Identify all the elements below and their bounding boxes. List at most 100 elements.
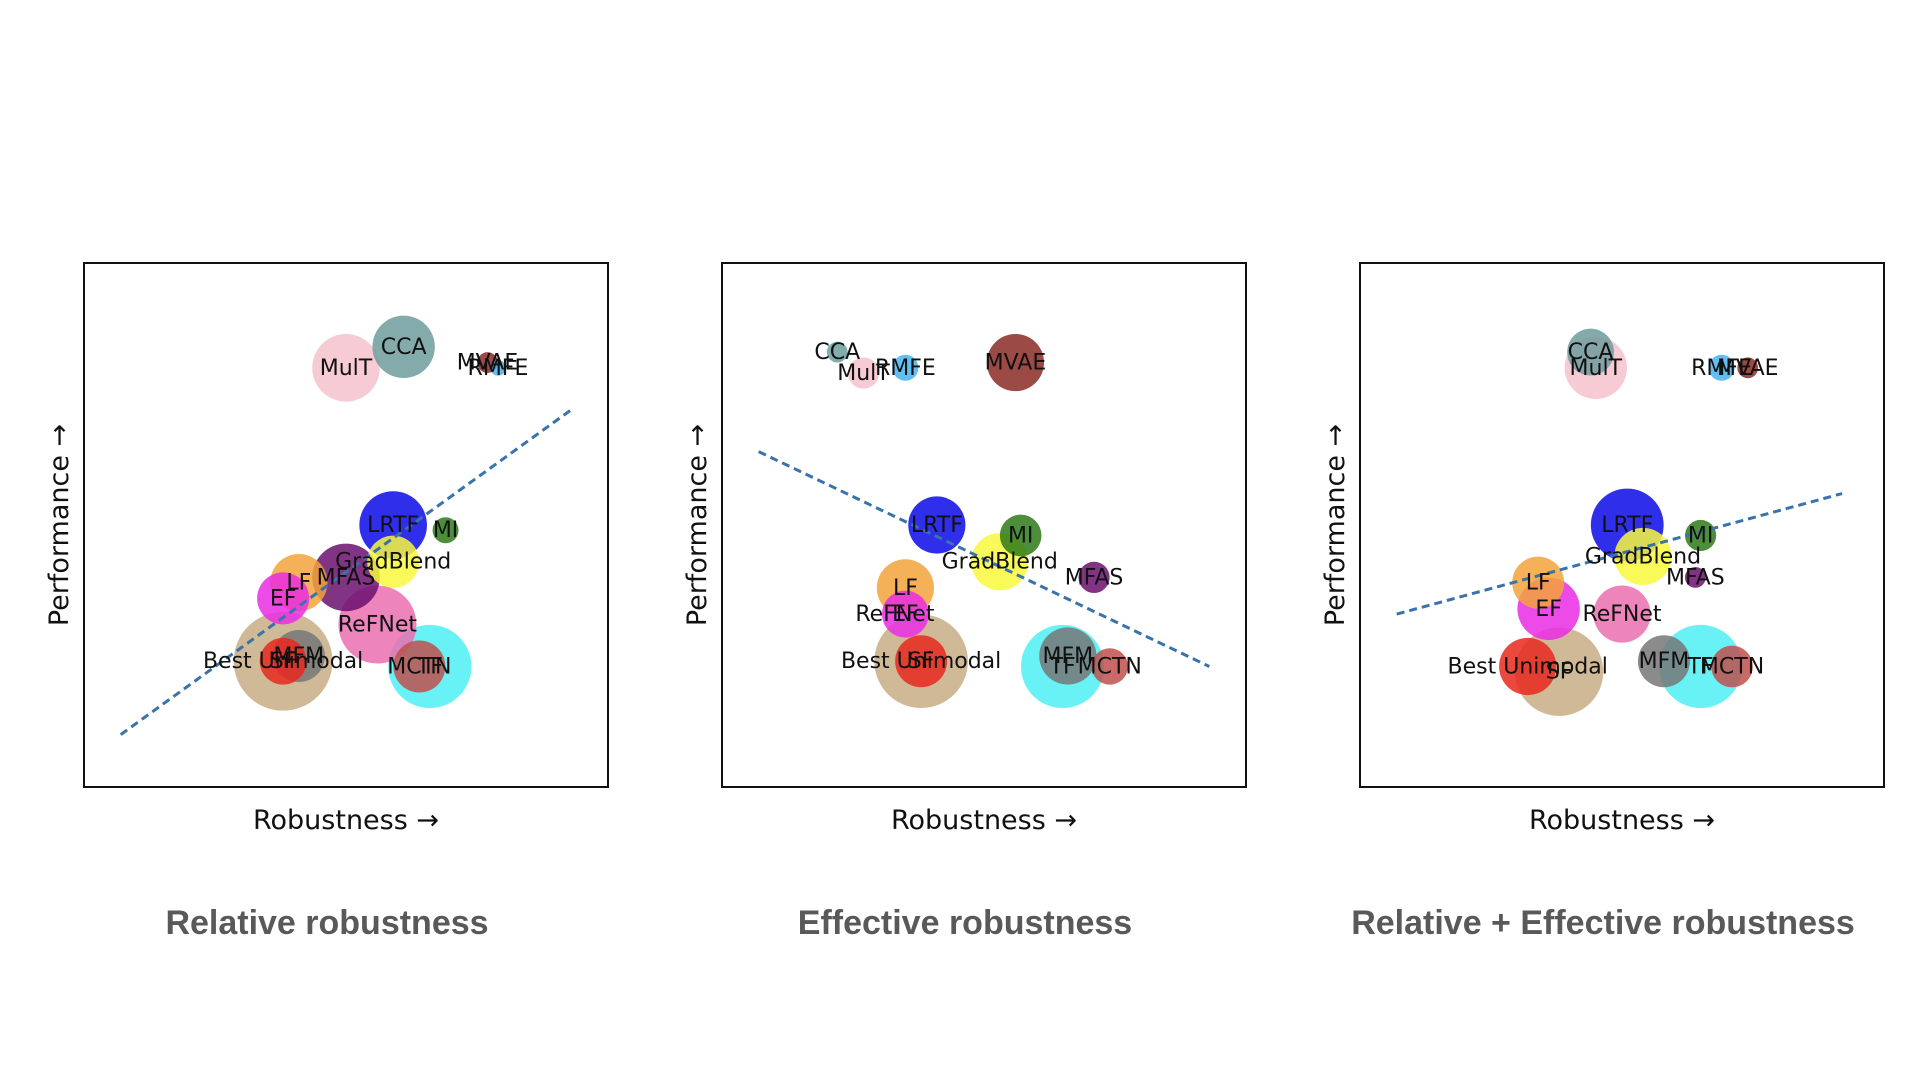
bubble-label-best-unimodal: Best Unimodal xyxy=(1448,654,1608,679)
bubble-label-sf: SF xyxy=(270,649,297,674)
bubble-mfas xyxy=(1078,561,1110,593)
bubble-label-refnet: ReFNet xyxy=(855,602,934,627)
bubble-mctn xyxy=(393,640,446,693)
bubble-label-ef: EF xyxy=(270,586,297,611)
plot-frame xyxy=(83,262,609,788)
x-axis-label: Robustness → xyxy=(253,805,439,836)
bubble-best-unimodal xyxy=(1499,637,1557,696)
bubble-label-mfm: MFM xyxy=(274,644,325,669)
bubble-rmfe xyxy=(892,354,919,381)
bubble-label-best-unimodal: Best Unimodal xyxy=(841,649,1001,674)
bubble-label-mult: MulT xyxy=(837,361,890,386)
bubble-label-lrtf: LRTF xyxy=(367,513,419,538)
bubble-lrtf xyxy=(908,496,966,554)
bubble-mvae xyxy=(1737,357,1759,379)
bubble-lrtf xyxy=(359,491,427,559)
bubble-gradblend xyxy=(1614,527,1672,586)
bubble-best-unimodal xyxy=(895,635,948,688)
bubble-label-refnet: ReFNet xyxy=(1582,602,1661,627)
bubble-label-mult: MulT xyxy=(320,356,373,381)
plot-frame xyxy=(721,262,1247,788)
bubble-rmfe xyxy=(490,360,506,376)
bubble-lf xyxy=(1512,556,1565,609)
bubble-label-mvae: MVAE xyxy=(1717,356,1779,381)
bubble-label-cca: CCA xyxy=(814,340,860,365)
bubble-label-mult: MulT xyxy=(1570,356,1623,381)
plot-frame xyxy=(1359,262,1885,788)
y-axis-label: Performance → xyxy=(44,424,75,626)
bubble-refnet xyxy=(1593,585,1651,643)
caption-relative-effective: Relative + Effective robustness xyxy=(1351,904,1855,942)
bubble-label-mfas: MFAS xyxy=(317,565,376,590)
bubble-label-tf: TF xyxy=(1049,654,1076,679)
bubble-mi xyxy=(1685,519,1717,552)
bubble-label-mfm: MFM xyxy=(1043,644,1094,669)
bubble-label-mctn: MCTN xyxy=(387,654,451,679)
bubble-label-mctn: MCTN xyxy=(1700,654,1764,679)
bubble-ef xyxy=(257,572,310,625)
bubble-label-ef: EF xyxy=(892,602,919,627)
bubble-cca xyxy=(826,341,848,363)
bubble-label-lf: LF xyxy=(893,576,918,601)
bubble-label-gradblend: GradBlend xyxy=(1585,544,1701,569)
bubble-cca xyxy=(372,315,435,379)
bubble-label-sf: SF xyxy=(1546,660,1573,685)
bubble-rmfe xyxy=(1708,354,1735,381)
bubble-label-mvae: MVAE xyxy=(985,351,1047,376)
bubble-label-sf: SF xyxy=(908,649,935,674)
bubble-mvae xyxy=(986,333,1045,392)
trend-line xyxy=(1396,492,1843,616)
bubble-mfas xyxy=(312,543,380,612)
y-axis-label: Performance → xyxy=(682,424,713,626)
bubble-label-rmfe: RMFE xyxy=(875,356,936,381)
bubble-label-lf: LF xyxy=(1526,571,1551,596)
bubble-label-gradblend: GradBlend xyxy=(335,550,451,575)
caption-relative: Relative robustness xyxy=(165,904,489,942)
bubble-label-ef: EF xyxy=(1535,597,1562,622)
bubble-mult xyxy=(312,334,380,402)
bubble-label-cca: CCA xyxy=(381,335,427,360)
chart-panel-relative: Best Unimodal SF MFM MCTN TF ReFNet EF LF MFAS Gr… xyxy=(44,262,609,836)
bubble-mi xyxy=(432,517,459,544)
bubble-label-rmfe: RMFE xyxy=(1691,356,1752,381)
trend-line xyxy=(758,450,1210,668)
bubble-label-refnet: ReFNet xyxy=(338,613,417,638)
bubble-mult xyxy=(847,357,880,389)
y-axis-label: Performance → xyxy=(1320,424,1351,626)
bubble-label-gradblend: GradBlend xyxy=(942,550,1058,575)
chart-panel-effective: Best Unimodal SF EF ReFNet LF LRTF MI GradBlend… xyxy=(682,262,1247,836)
chart-panel-relative-effective: Best Unimodal SF EF LF ReFNet MFM TF MCTN LRTF Gr… xyxy=(1320,262,1885,836)
bubble-label-rmfe: RMFE xyxy=(468,356,529,381)
bubble-label-lrtf: LRTF xyxy=(911,513,963,538)
bubble-best-unimodal xyxy=(259,637,307,685)
bubble-mctn xyxy=(1091,648,1128,685)
bubble-label-best-unimodal: Best Unimodal xyxy=(203,649,363,674)
bubble-label-tf: TF xyxy=(1687,654,1714,679)
bubble-label-mvae: MVAE xyxy=(457,351,519,376)
caption-effective: Effective robustness xyxy=(797,904,1133,942)
bubble-label-tf: TF xyxy=(416,654,443,679)
bubble-label-mfas: MFAS xyxy=(1065,565,1124,590)
bubble-mctn xyxy=(1711,645,1753,688)
trend-line xyxy=(119,408,573,736)
bubble-label-mfas: MFAS xyxy=(1666,565,1725,590)
bubble-ef xyxy=(882,590,929,638)
bubble-label-mi: MI xyxy=(1688,523,1713,548)
bubble-mfas xyxy=(1684,567,1706,588)
bubble-label-mfm: MFM xyxy=(1639,649,1690,674)
bubble-mi xyxy=(999,514,1042,557)
bubble-mfm xyxy=(1039,627,1097,685)
bubble-label-mctn: MCTN xyxy=(1078,654,1142,679)
x-axis-label: Robustness → xyxy=(891,805,1077,836)
bubble-label-lrtf: LRTF xyxy=(1601,513,1653,538)
bubble-cca xyxy=(1567,328,1614,376)
bubble-mfm xyxy=(1637,635,1690,688)
bubble-label-lf: LF xyxy=(286,571,311,596)
bubble-label-cca: CCA xyxy=(1568,340,1614,365)
bubble-label-mi: MI xyxy=(1008,523,1033,548)
x-axis-label: Robustness → xyxy=(1529,805,1715,836)
bubble-label-mi: MI xyxy=(433,518,458,543)
